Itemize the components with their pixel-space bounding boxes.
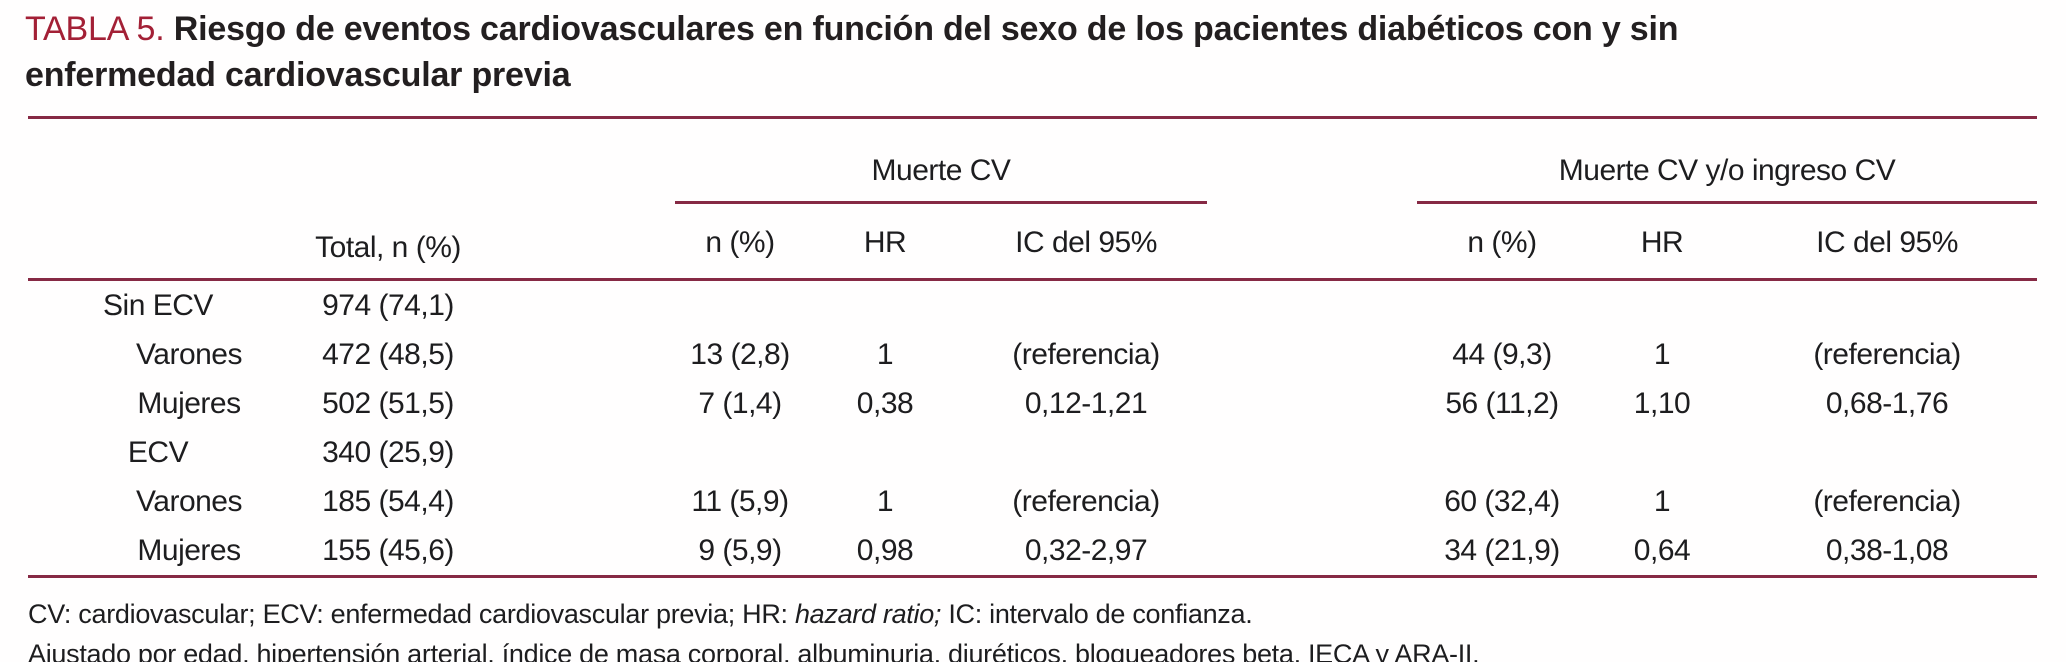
table-row-ecv: ECV 340 (25,9) <box>28 428 2037 477</box>
cell-total: 155 (45,6) <box>322 533 454 567</box>
cell-n-pct-1: 13 (2,8) <box>690 337 790 371</box>
cell-ic95-1: 0,12-1,21 <box>1024 386 1148 420</box>
table-row-sin-ecv-mujeres: Mujeres 502 (51,5) 7 (1,4) 0,38 0,12-1,2… <box>28 379 2037 428</box>
cell-ic95-2 <box>1737 428 2037 477</box>
cell-total: 185 (54,4) <box>322 484 454 518</box>
cell-spacer <box>1207 379 1417 428</box>
header-group-muerte-cv-ingreso: Muerte CV y/o ingreso CV <box>1417 117 2038 204</box>
subheader-n-pct-2: n (%) <box>1467 226 1537 259</box>
cell-spacer <box>1207 526 1417 577</box>
footnote-abbreviations: CV: cardiovascular; ECV: enfermedad card… <box>28 594 2066 634</box>
subheader-empty-label <box>28 203 288 280</box>
cell-ic95-1: 0,32-2,97 <box>1024 533 1148 567</box>
footnote-abbrev-pre: CV: cardiovascular; ECV: enfermedad card… <box>28 599 795 629</box>
footnote-adjustment: Ajustado por edad, hipertensión arterial… <box>28 639 1480 662</box>
subheader-empty-spacer-1 <box>488 203 675 280</box>
table-title-line1: Riesgo de eventos cardiovasculares en fu… <box>173 10 1679 48</box>
cell-spacer <box>1207 428 1417 477</box>
table-number-tag: TABLA 5. <box>25 10 165 48</box>
cell-ic95-1: (referencia) <box>1012 484 1160 518</box>
cell-hr-2: 1,10 <box>1633 386 1691 420</box>
table-row-sin-ecv: Sin ECV 974 (74,1) <box>28 280 2037 331</box>
table-row-ecv-varones: Varones 185 (54,4) 11 (5,9) 1 (referenci… <box>28 477 2037 526</box>
cell-ic95-2 <box>1737 280 2037 331</box>
row-label: Mujeres <box>137 386 241 420</box>
subheader-empty-spacer-2 <box>1207 203 1417 280</box>
row-label: Varones <box>135 337 243 371</box>
cell-spacer <box>488 526 675 577</box>
subheader-hr-2: HR <box>1640 226 1684 259</box>
subheader-ic95-2: IC del 95% <box>1816 226 1958 259</box>
header-group-muerte-cv: Muerte CV <box>675 117 1207 204</box>
cell-n-pct-1: 11 (5,9) <box>691 484 789 518</box>
header-spacer-2 <box>1207 118 1417 203</box>
table-row-sin-ecv-varones: Varones 472 (48,5) 13 (2,8) 1 (referenci… <box>28 330 2037 379</box>
table-title: TABLA 5. Riesgo de eventos cardiovascula… <box>25 6 2066 98</box>
cell-total: 502 (51,5) <box>322 386 454 420</box>
table-row-ecv-mujeres: Mujeres 155 (45,6) 9 (5,9) 0,98 0,32-2,9… <box>28 526 2037 577</box>
header-empty-corner <box>28 118 288 203</box>
footnotes: CV: cardiovascular; ECV: enfermedad card… <box>28 594 2066 662</box>
cell-n-pct-1: 9 (5,9) <box>698 533 782 567</box>
cell-hr-1: 1 <box>876 337 894 371</box>
cell-ic95-1 <box>965 280 1207 331</box>
table-title-line2: enfermedad cardiovascular previa <box>25 56 571 94</box>
subheader-hr-1: HR <box>863 226 907 259</box>
cell-spacer <box>1207 280 1417 331</box>
cell-hr-2: 1 <box>1653 484 1671 518</box>
cell-hr-1: 0,38 <box>856 386 914 420</box>
cell-ic95-2: 0,68-1,76 <box>1825 386 1949 420</box>
cell-hr-1 <box>805 428 965 477</box>
row-label: Mujeres <box>137 533 241 567</box>
cell-spacer <box>1207 477 1417 526</box>
cell-spacer <box>488 330 675 379</box>
header-spanner-row: Total, n (%) Muerte CV Muerte CV y/o ing… <box>28 117 2038 264</box>
cell-hr-1 <box>805 280 965 331</box>
cell-ic95-2: (referencia) <box>1813 484 1961 518</box>
row-label: ECV <box>127 435 189 469</box>
cell-n-pct-2: 34 (21,9) <box>1444 533 1560 567</box>
cell-n-pct-1 <box>675 280 805 331</box>
cell-total: 974 (74,1) <box>322 288 454 322</box>
cell-n-pct-1 <box>675 428 805 477</box>
row-label: Sin ECV <box>103 288 213 322</box>
cell-n-pct-2: 44 (9,3) <box>1452 337 1552 371</box>
cell-hr-2 <box>1587 280 1737 331</box>
cell-hr-2 <box>1587 428 1737 477</box>
footnote-abbrev-post: IC: intervalo de confianza. <box>941 599 1253 629</box>
cell-hr-1: 1 <box>876 484 894 518</box>
header-sub-row: n (%) HR IC del 95% n (%) HR IC del 95% <box>28 203 2037 280</box>
subheader-n-pct-1: n (%) <box>705 226 775 259</box>
cell-hr-2: 1 <box>1653 337 1671 371</box>
cell-hr-1: 0,98 <box>856 533 914 567</box>
cell-n-pct-2 <box>1417 280 1587 331</box>
cell-ic95-2: 0,38-1,08 <box>1825 533 1949 567</box>
cell-total: 472 (48,5) <box>322 337 454 371</box>
cell-spacer <box>488 477 675 526</box>
cell-spacer <box>1207 330 1417 379</box>
cell-n-pct-2: 56 (11,2) <box>1445 386 1559 420</box>
cell-total: 340 (25,9) <box>322 435 454 469</box>
cell-ic95-2: (referencia) <box>1813 337 1961 371</box>
header-total: Total, n (%) <box>315 231 461 264</box>
risk-table: Total, n (%) Muerte CV Muerte CV y/o ing… <box>28 116 2038 578</box>
cell-hr-2: 0,64 <box>1633 533 1691 567</box>
header-spacer-1 <box>488 118 675 203</box>
cell-ic95-1 <box>965 428 1207 477</box>
row-label: Varones <box>135 484 243 518</box>
cell-spacer <box>488 280 675 331</box>
cell-n-pct-1: 7 (1,4) <box>698 386 782 420</box>
cell-spacer <box>488 428 675 477</box>
cell-n-pct-2 <box>1417 428 1587 477</box>
cell-ic95-1: (referencia) <box>1012 337 1160 371</box>
subheader-ic95-1: IC del 95% <box>1015 226 1157 259</box>
cell-n-pct-2: 60 (32,4) <box>1444 484 1560 518</box>
cell-spacer <box>488 379 675 428</box>
footnote-abbrev-italic: hazard ratio; <box>794 599 942 629</box>
